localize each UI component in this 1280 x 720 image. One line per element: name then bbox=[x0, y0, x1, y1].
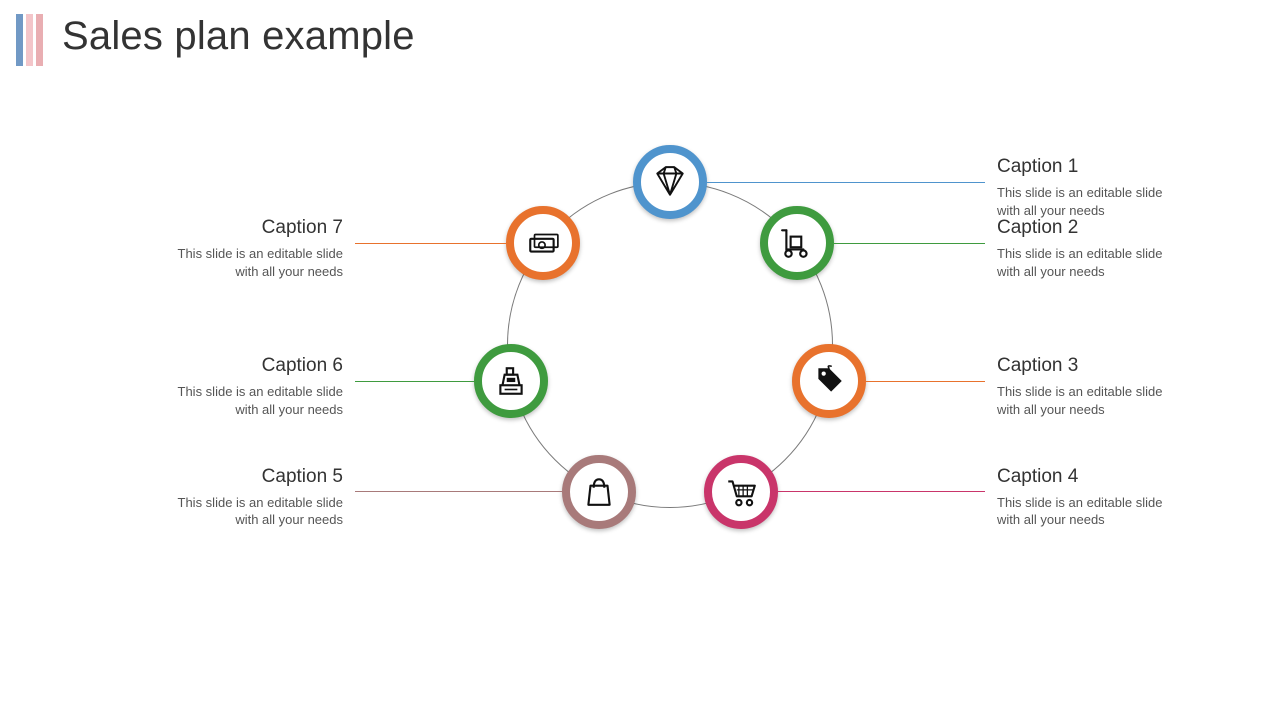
caption-7: Caption 7 This slide is an editable slide… bbox=[153, 217, 343, 280]
register-icon bbox=[494, 364, 528, 398]
caption-1-desc: This slide is an editable slide with all… bbox=[997, 184, 1187, 219]
caption-4-desc: This slide is an editable slide with all… bbox=[997, 494, 1187, 529]
node-6 bbox=[474, 344, 548, 418]
caption-7-title: Caption 7 bbox=[153, 217, 343, 239]
leader-3 bbox=[866, 381, 985, 382]
caption-2: Caption 2 This slide is an editable slide… bbox=[997, 217, 1187, 280]
node-2 bbox=[760, 206, 834, 280]
money-icon bbox=[526, 226, 560, 260]
node-4 bbox=[704, 455, 778, 529]
caption-5-title: Caption 5 bbox=[153, 466, 343, 488]
bag-icon bbox=[582, 475, 616, 509]
caption-5: Caption 5 This slide is an editable slide… bbox=[153, 466, 343, 529]
node-7 bbox=[506, 206, 580, 280]
node-3 bbox=[792, 344, 866, 418]
caption-1: Caption 1 This slide is an editable slide… bbox=[997, 156, 1187, 219]
caption-4-title: Caption 4 bbox=[997, 466, 1187, 488]
caption-1-title: Caption 1 bbox=[997, 156, 1187, 178]
caption-6-title: Caption 6 bbox=[153, 355, 343, 377]
leader-1 bbox=[707, 182, 985, 183]
caption-6: Caption 6 This slide is an editable slide… bbox=[153, 355, 343, 418]
leader-4 bbox=[778, 491, 985, 492]
cart-icon bbox=[724, 475, 758, 509]
caption-3-title: Caption 3 bbox=[997, 355, 1187, 377]
caption-6-desc: This slide is an editable slide with all… bbox=[153, 383, 343, 418]
tag-icon bbox=[812, 364, 846, 398]
caption-3-desc: This slide is an editable slide with all… bbox=[997, 383, 1187, 418]
caption-4: Caption 4 This slide is an editable slide… bbox=[997, 466, 1187, 529]
diamond-icon bbox=[653, 165, 687, 199]
leader-6 bbox=[355, 381, 474, 382]
node-1 bbox=[633, 145, 707, 219]
cycle-diagram: Caption 1 This slide is an editable slide… bbox=[0, 0, 1280, 720]
leader-2 bbox=[834, 243, 985, 244]
node-5 bbox=[562, 455, 636, 529]
caption-3: Caption 3 This slide is an editable slide… bbox=[997, 355, 1187, 418]
caption-2-title: Caption 2 bbox=[997, 217, 1187, 239]
caption-7-desc: This slide is an editable slide with all… bbox=[153, 245, 343, 280]
leader-7 bbox=[355, 243, 506, 244]
caption-5-desc: This slide is an editable slide with all… bbox=[153, 494, 343, 529]
handtruck-icon bbox=[780, 226, 814, 260]
leader-5 bbox=[355, 491, 562, 492]
caption-2-desc: This slide is an editable slide with all… bbox=[997, 245, 1187, 280]
